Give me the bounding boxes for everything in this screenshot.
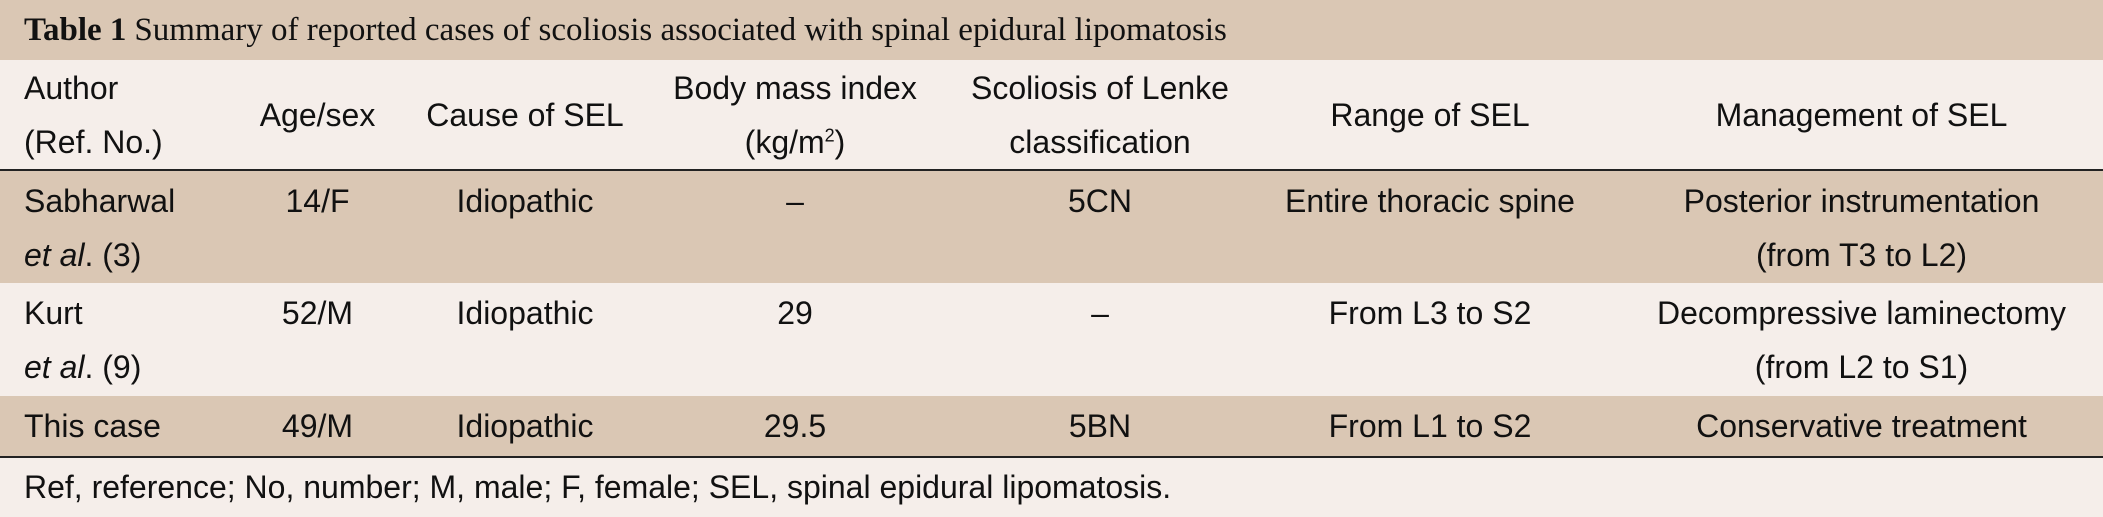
table-cell: From L1 to S2 bbox=[1240, 396, 1620, 456]
reference: . (3) bbox=[84, 237, 142, 273]
unit: (kg/m bbox=[744, 123, 825, 160]
column-header: Management of SEL bbox=[1620, 60, 2103, 170]
cell-text: 14/F bbox=[285, 183, 350, 219]
cell-line: (from L2 to S1) bbox=[1754, 349, 1969, 385]
cell-line: Management of SEL bbox=[1715, 96, 2008, 133]
cell-text: Idiopathic bbox=[456, 408, 594, 444]
cell-line: Age/sex bbox=[259, 96, 376, 133]
author-name: Sabharwal bbox=[24, 183, 176, 219]
cell-line: (from T3 to L2) bbox=[1755, 237, 1968, 273]
reference: . (9) bbox=[84, 349, 142, 385]
table-row: This case 49/M Idiopathic 29.5 5BN From L1 to… bbox=[0, 396, 2103, 456]
cell-line: Cause of SEL bbox=[426, 96, 624, 133]
title-text: Summary of reported cases of scoliosis a… bbox=[134, 12, 1227, 48]
cell-text: From L3 to S2 bbox=[1328, 295, 1532, 331]
table-title: Table 1 Summary of reported cases of scol… bbox=[0, 0, 2103, 60]
table-row: Kurt et al. (9) 52/M Idiopathic 29 – From L3 t… bbox=[0, 283, 2103, 396]
cell-text: 52/M bbox=[281, 295, 354, 331]
table-cell: 14/F bbox=[215, 170, 420, 283]
cell-text: 29 bbox=[777, 295, 813, 331]
cell-text: From L1 to S2 bbox=[1328, 408, 1532, 444]
column-header: Range of SEL bbox=[1240, 60, 1620, 170]
table-cell: 5CN bbox=[960, 170, 1240, 283]
cell-line: Posterior instrumentation bbox=[1683, 183, 2040, 219]
cell-line: Decompressive laminectomy bbox=[1656, 295, 2066, 331]
et-al: et al bbox=[24, 237, 85, 273]
cell-text: Entire thoracic spine bbox=[1285, 183, 1575, 219]
table-cell: Idiopathic bbox=[420, 283, 630, 396]
unit-tail: ) bbox=[834, 123, 846, 160]
cell-line: Body mass index bbox=[673, 69, 917, 106]
cell-line: Conservative treatment bbox=[1696, 408, 2027, 444]
table-cell: Kurt et al. (9) bbox=[0, 283, 215, 396]
table-cell: Entire thoracic spine bbox=[1240, 170, 1620, 283]
table-cell: Idiopathic bbox=[420, 170, 630, 283]
cell-text: Idiopathic bbox=[456, 183, 594, 219]
table-cell: 52/M bbox=[215, 283, 420, 396]
column-header: Body mass index (kg/m2) bbox=[630, 60, 960, 170]
author-name: Kurt bbox=[24, 295, 83, 331]
et-al: et al bbox=[24, 349, 85, 385]
column-header: Age/sex bbox=[215, 60, 420, 170]
column-header: Cause of SEL bbox=[420, 60, 630, 170]
table-cell: Conservative treatment bbox=[1620, 396, 2103, 456]
cell-line: Author bbox=[24, 69, 119, 106]
column-header: Author (Ref. No.) bbox=[0, 60, 215, 170]
cell-line: Range of SEL bbox=[1330, 96, 1530, 133]
table-cell: 5BN bbox=[960, 396, 1240, 456]
header-row: Author (Ref. No.) Age/sex Cause of SEL Body … bbox=[0, 60, 2103, 170]
table-row: Sabharwal et al. (3) 14/F Idiopathic – 5CN Ent… bbox=[0, 170, 2103, 283]
author-name: This case bbox=[24, 408, 161, 444]
footnote: Ref, reference; No, number; M, male; F, … bbox=[0, 456, 2103, 517]
superscript: 2 bbox=[824, 124, 835, 145]
table-cell: – bbox=[630, 170, 960, 283]
cell-text: – bbox=[786, 183, 804, 219]
cell-text: – bbox=[1091, 295, 1109, 331]
table-cell: Decompressive laminectomy (from L2 to S1) bbox=[1620, 283, 2103, 396]
table-cell: From L3 to S2 bbox=[1240, 283, 1620, 396]
cell-line: Scoliosis of Lenke bbox=[971, 69, 1229, 106]
table: Author (Ref. No.) Age/sex Cause of SEL Body … bbox=[0, 60, 2103, 456]
table-cell: Posterior instrumentation (from T3 to L2) bbox=[1620, 170, 2103, 283]
table-label: Table 1 bbox=[24, 12, 127, 48]
table-cell: 29 bbox=[630, 283, 960, 396]
table-cell: 49/M bbox=[215, 396, 420, 456]
cell-text: 29.5 bbox=[763, 408, 827, 444]
table-cell: Idiopathic bbox=[420, 396, 630, 456]
cell-line: (Ref. No.) bbox=[24, 123, 163, 160]
cell-text: 5CN bbox=[1067, 183, 1132, 219]
table-cell: 29.5 bbox=[630, 396, 960, 456]
cell-line: classification bbox=[1009, 123, 1191, 160]
column-header: Scoliosis of Lenke classification bbox=[960, 60, 1240, 170]
cell-text: 5BN bbox=[1068, 408, 1132, 444]
table-cell: – bbox=[960, 283, 1240, 396]
cell-text: Idiopathic bbox=[456, 295, 594, 331]
table-cell: Sabharwal et al. (3) bbox=[0, 170, 215, 283]
table-cell: This case bbox=[0, 396, 215, 456]
cell-text: 49/M bbox=[281, 408, 354, 444]
